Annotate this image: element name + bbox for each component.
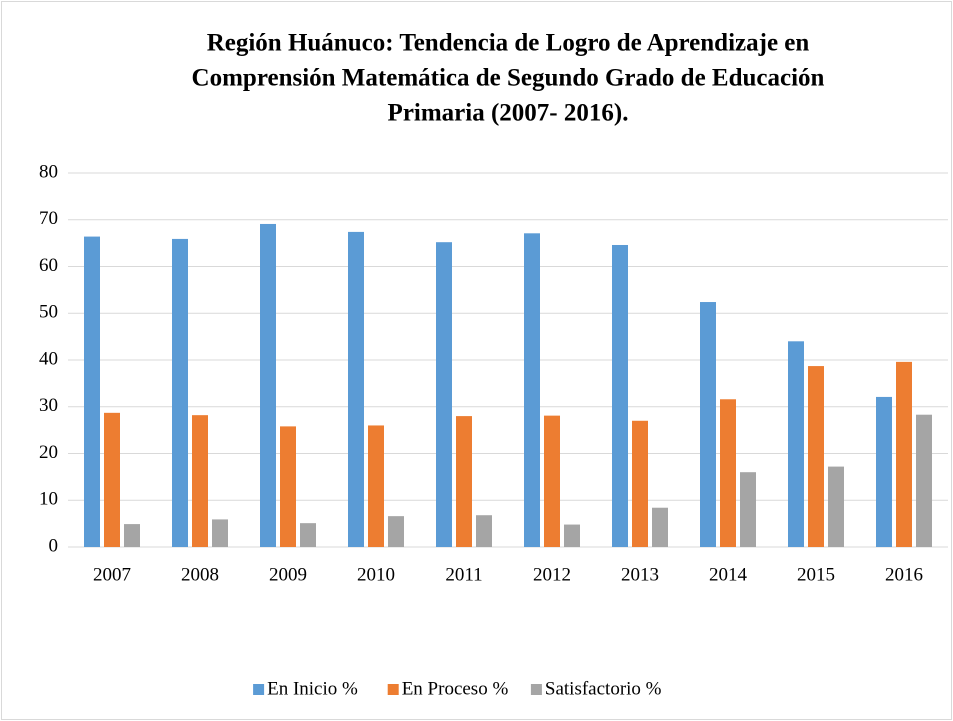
legend-swatch — [253, 684, 265, 695]
y-tick-label: 70 — [39, 208, 58, 229]
bar — [828, 466, 844, 547]
bar — [876, 396, 892, 547]
bar — [788, 341, 804, 547]
bar — [104, 412, 120, 547]
bar — [524, 233, 540, 547]
x-tick-label: 2009 — [269, 564, 307, 585]
x-tick-label: 2015 — [797, 564, 835, 585]
bar — [84, 236, 100, 547]
bar — [300, 523, 316, 547]
x-tick-label: 2016 — [885, 564, 923, 585]
legend-label: En Proceso % — [402, 678, 509, 699]
bar — [260, 223, 276, 547]
bar — [808, 366, 824, 547]
bar — [916, 414, 932, 547]
bar — [700, 302, 716, 547]
x-tick-label: 2011 — [445, 564, 482, 585]
bar — [124, 524, 140, 547]
legend-swatch — [387, 684, 399, 695]
x-tick-label: 2013 — [621, 564, 659, 585]
y-tick-label: 40 — [39, 348, 58, 369]
bar — [368, 425, 384, 547]
chart-title: Comprensión Matemática de Segundo Grado … — [192, 65, 825, 92]
x-tick-label: 2010 — [357, 564, 395, 585]
bar — [632, 420, 648, 547]
y-tick-label: 20 — [39, 442, 58, 463]
x-tick-label: 2008 — [181, 564, 219, 585]
legend-label: Satisfactorio % — [545, 678, 662, 699]
x-tick-label: 2007 — [93, 564, 131, 585]
bar — [476, 515, 492, 547]
bar — [544, 415, 560, 547]
bar — [388, 516, 404, 547]
bar — [436, 242, 452, 547]
bar — [212, 519, 228, 547]
bar — [280, 426, 296, 547]
y-tick-label: 60 — [39, 255, 58, 276]
bar — [456, 416, 472, 547]
x-tick-label: 2014 — [709, 564, 748, 585]
legend-swatch — [530, 684, 542, 695]
chart-title: Primaria (2007- 2016). — [388, 100, 629, 127]
bar — [192, 415, 208, 547]
bar — [612, 244, 628, 547]
bar — [720, 399, 736, 547]
legend-label: En Inicio % — [267, 678, 358, 699]
y-tick-label: 50 — [39, 302, 58, 323]
y-tick-label: 10 — [39, 489, 58, 510]
bar — [740, 472, 756, 547]
bar — [348, 231, 364, 547]
y-tick-label: 0 — [49, 535, 59, 556]
bar — [652, 507, 668, 547]
bar — [172, 238, 188, 548]
x-tick-label: 2012 — [533, 564, 571, 585]
bar — [896, 361, 912, 547]
bar — [564, 524, 580, 547]
chart-title: Región Huánuco: Tendencia de Logro de Ap… — [207, 30, 810, 57]
y-tick-label: 80 — [39, 161, 58, 182]
y-tick-label: 30 — [39, 395, 58, 416]
